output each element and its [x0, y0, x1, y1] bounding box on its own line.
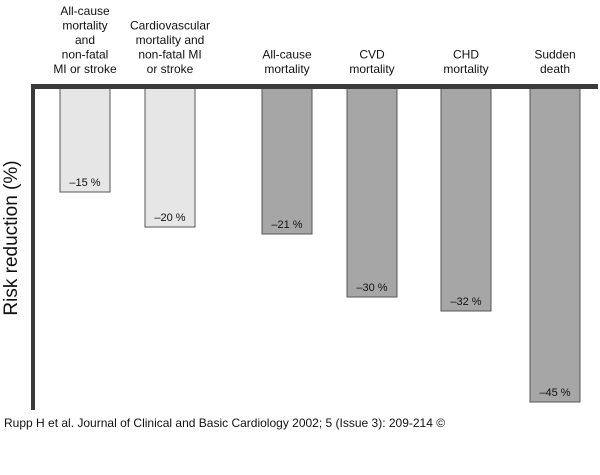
- bar-value-label: –45 %: [539, 387, 570, 399]
- bar-value-label: –30 %: [356, 282, 387, 294]
- bar-value-label: –20 %: [154, 212, 185, 224]
- citation: Rupp H et al. Journal of Clinical and Ba…: [4, 416, 446, 430]
- category-label: Sudden: [534, 48, 575, 62]
- bar: [346, 86, 398, 298]
- bar: [59, 86, 111, 193]
- category-label: mortality: [62, 19, 107, 33]
- category-label: non-fatal MI: [138, 48, 201, 62]
- bar: [261, 86, 313, 235]
- category-label: CVD: [359, 48, 385, 62]
- category-label: Cardiovascular: [130, 19, 210, 33]
- category-label: MI or stroke: [53, 62, 117, 76]
- bar: [440, 86, 492, 312]
- bar-value-label: –32 %: [450, 296, 481, 308]
- category-label: mortality: [443, 62, 488, 76]
- category-label: and: [75, 33, 95, 47]
- category-label: CHD: [453, 48, 479, 62]
- category-label: All-cause: [262, 48, 312, 62]
- risk-reduction-chart: Risk reduction (%) All-causemortalityand…: [1, 4, 598, 410]
- bar-value-label: –21 %: [271, 219, 302, 231]
- bars: –15 % –20 % –21 % –30 % –32 % –45 %: [59, 86, 581, 403]
- category-label: non-fatal: [62, 48, 109, 62]
- y-axis-label: Risk reduction (%): [1, 160, 22, 315]
- category-label: mortality and: [136, 33, 205, 47]
- bar-value-label: –15 %: [69, 177, 100, 189]
- category-label: mortality: [349, 62, 394, 76]
- category-label: death: [540, 62, 570, 76]
- category-label: All-cause: [60, 4, 110, 18]
- category-label: or stroke: [147, 62, 194, 76]
- bar: [144, 86, 196, 228]
- bar: [529, 86, 581, 403]
- category-label: mortality: [264, 62, 309, 76]
